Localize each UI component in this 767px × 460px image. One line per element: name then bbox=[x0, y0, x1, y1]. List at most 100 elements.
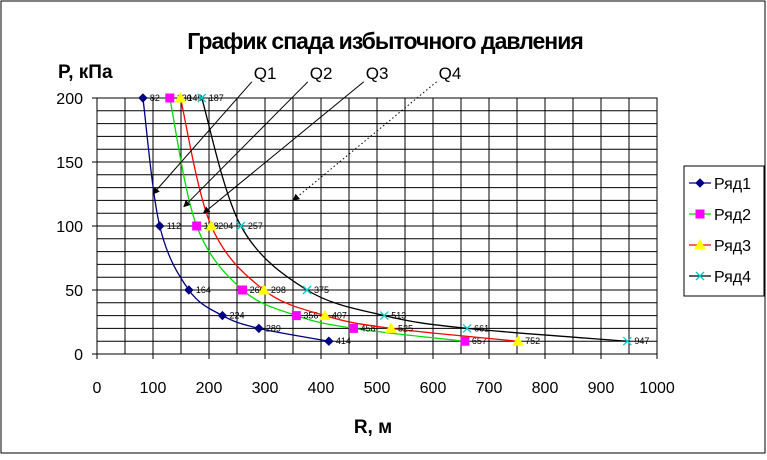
legend-marker bbox=[695, 271, 705, 281]
data-label: 112 bbox=[167, 221, 181, 231]
legend-item-1: Ряд1 bbox=[689, 176, 751, 193]
callout-q2: Q2 bbox=[183, 64, 332, 208]
data-point bbox=[254, 323, 264, 334]
y-axis-title: P, кПа bbox=[58, 62, 113, 83]
callout-label: Q1 bbox=[254, 64, 277, 83]
data-label: 82 bbox=[150, 93, 160, 103]
data-label: 525 bbox=[398, 323, 413, 333]
series-layer: 8211216422428941413017826035645865714920… bbox=[138, 91, 649, 346]
x-tick-label: 200 bbox=[196, 380, 223, 397]
x-tick-label: 1000 bbox=[639, 380, 675, 397]
legend-marker bbox=[695, 209, 705, 219]
callout-arrow bbox=[292, 81, 437, 201]
legend-item-4: Ряд4 bbox=[689, 269, 751, 286]
series-line bbox=[179, 97, 519, 342]
chart-title: График спада избыточного давления bbox=[187, 28, 583, 54]
x-axis-title: R, м bbox=[354, 417, 392, 438]
data-point bbox=[197, 93, 207, 103]
marker-stroke bbox=[236, 221, 246, 231]
callout-label: Q3 bbox=[366, 64, 389, 83]
y-tick-label: 50 bbox=[65, 283, 83, 300]
data-label: 289 bbox=[266, 323, 281, 333]
x-tick-label: 600 bbox=[420, 380, 447, 397]
data-point bbox=[184, 285, 194, 295]
x-tick-label: 700 bbox=[476, 380, 503, 397]
legend-label: Ряд4 bbox=[714, 269, 751, 286]
legend-box bbox=[683, 165, 765, 297]
data-point bbox=[174, 91, 187, 103]
data-point bbox=[291, 311, 301, 321]
data-point bbox=[192, 221, 202, 231]
data-label: 661 bbox=[474, 323, 489, 333]
axis-ticks: 0 100 200 300 400 500 600 700 800 900 1000 0 50 100 15… bbox=[56, 91, 675, 397]
data-label: 752 bbox=[525, 336, 540, 346]
marker-stroke bbox=[197, 93, 207, 103]
legend-item-3: Ряд3 bbox=[689, 238, 751, 255]
data-point bbox=[385, 322, 397, 333]
x-tick-label: 800 bbox=[532, 380, 559, 397]
legend-label: Ряд2 bbox=[714, 207, 751, 224]
data-point bbox=[462, 323, 472, 333]
marker-stroke bbox=[302, 285, 312, 295]
data-label: 407 bbox=[332, 311, 347, 321]
data-label: 257 bbox=[248, 221, 263, 231]
data-label: 375 bbox=[314, 285, 329, 295]
legend: Ряд1 Ряд2 Ряд3 Ряд4 bbox=[683, 165, 765, 297]
data-label: 298 bbox=[271, 285, 286, 295]
series-3: 149 204 298 407 525 752 bbox=[174, 91, 540, 346]
marker-stroke bbox=[695, 271, 705, 281]
data-label: 204 bbox=[218, 221, 233, 231]
data-label: 947 bbox=[634, 336, 649, 346]
callout-q1: Q1 bbox=[152, 64, 277, 195]
legend-item-2: Ряд2 bbox=[689, 207, 751, 224]
data-label: 130 bbox=[177, 93, 192, 103]
callout-q4: Q4 bbox=[292, 64, 462, 201]
data-label: 414 bbox=[336, 336, 351, 346]
data-point bbox=[165, 93, 175, 103]
data-label: 187 bbox=[209, 93, 224, 103]
series-line bbox=[201, 97, 628, 342]
series-line bbox=[169, 97, 465, 342]
callout-label: Q4 bbox=[439, 64, 462, 83]
y-tick-label: 0 bbox=[74, 347, 83, 364]
series-4: 187 257 375 513 661 947 bbox=[197, 93, 649, 346]
callout-arrow bbox=[152, 81, 253, 195]
x-tick-label: 400 bbox=[308, 380, 335, 397]
annotations: Q1 Q2 Q3 Q4 bbox=[152, 64, 462, 214]
x-tick-label: 900 bbox=[588, 380, 615, 397]
grid bbox=[96, 97, 658, 355]
x-tick-label: 0 bbox=[93, 380, 102, 397]
data-point bbox=[236, 221, 246, 231]
data-label: 149 bbox=[187, 93, 202, 103]
y-tick-label: 150 bbox=[56, 155, 83, 172]
marker-stroke bbox=[622, 336, 632, 346]
callout-q3: Q3 bbox=[202, 64, 389, 214]
data-point bbox=[258, 283, 270, 295]
data-point bbox=[138, 93, 148, 103]
data-label: 657 bbox=[472, 336, 487, 346]
data-point bbox=[512, 335, 524, 346]
data-point bbox=[302, 285, 312, 295]
data-point bbox=[238, 285, 248, 295]
data-label: 458 bbox=[360, 323, 375, 333]
legend-label: Ряд1 bbox=[714, 176, 751, 193]
x-tick-label: 300 bbox=[252, 380, 279, 397]
marker-stroke bbox=[379, 311, 389, 321]
data-point bbox=[379, 311, 389, 321]
x-tick-label: 100 bbox=[140, 380, 167, 397]
data-point bbox=[217, 310, 228, 321]
data-label: 224 bbox=[229, 311, 244, 321]
marker-stroke bbox=[462, 323, 472, 333]
legend-marker bbox=[695, 178, 705, 188]
data-point bbox=[622, 336, 632, 346]
data-point bbox=[348, 323, 358, 333]
x-tick-label: 500 bbox=[364, 380, 391, 397]
data-label: 356 bbox=[303, 311, 318, 321]
legend-marker bbox=[694, 238, 706, 250]
callout-arrow bbox=[202, 81, 365, 214]
data-label: 164 bbox=[196, 285, 211, 295]
data-point bbox=[155, 221, 165, 231]
y-tick-label: 100 bbox=[56, 219, 83, 236]
